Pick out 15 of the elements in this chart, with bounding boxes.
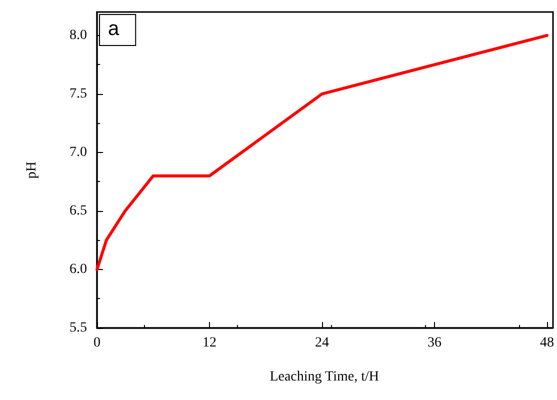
y-tick-label: 7.5: [70, 86, 87, 102]
x-tick-label: 36: [428, 336, 442, 350]
y-tick-label: 5.5: [70, 320, 87, 336]
y-tick-label: 7.0: [70, 144, 87, 160]
x-tick-label: 48: [540, 336, 554, 350]
x-tick-label: 12: [202, 336, 216, 350]
annotation: a: [108, 18, 120, 40]
y-axis-title: pH: [24, 161, 40, 179]
y-tick-label: 6.0: [70, 262, 87, 277]
line-series: [96, 34, 548, 271]
x-tick-label: 0: [94, 336, 100, 350]
x-axis-title: Leaching Time, t/H: [270, 370, 379, 384]
y-tick-label: 6.5: [70, 203, 87, 218]
y-tick-label: 8.0: [70, 28, 87, 43]
x-tick-label: 24: [315, 336, 329, 350]
